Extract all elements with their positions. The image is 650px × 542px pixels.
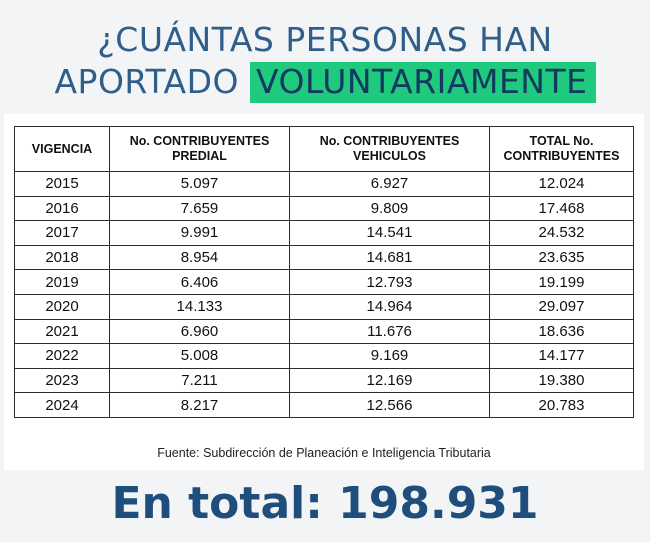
title-prefix: APORTADO [54,62,240,101]
cell-year: 2022 [14,343,110,369]
cell-predial: 14.133 [109,293,290,320]
cell-predial: 6.406 [109,269,290,295]
cell-vehiculos: 14.681 [289,244,490,271]
cell-year: 2019 [14,269,110,295]
cell-total: 14.177 [489,343,634,369]
cell-year: 2018 [14,244,110,271]
cell-vehiculos: 12.169 [289,367,490,394]
table-row: 2021 6.960 11.676 18.636 [14,318,634,345]
title-highlight: VOLUNTARIAMENTE [250,62,596,103]
cell-year: 2023 [14,367,110,394]
cell-total: 17.468 [489,195,634,222]
table-row: 2023 7.211 12.169 19.380 [14,367,634,394]
cell-predial: 5.008 [109,343,290,369]
table-row: 2018 8.954 14.681 23.635 [14,244,634,271]
table-row: 2019 6.406 12.793 19.199 [14,269,634,295]
cell-year: 2017 [14,220,110,246]
cell-vehiculos: 11.676 [289,318,490,345]
title-line-2: APORTADO VOLUNTARIAMENTE [0,62,650,103]
cell-predial: 8.217 [109,392,290,418]
cell-predial: 6.960 [109,318,290,345]
cell-predial: 9.991 [109,220,290,246]
table-sheet: VIGENCIA No. CONTRIBUYENTES PREDIAL No. … [4,114,644,470]
cell-year: 2020 [14,293,110,320]
cell-total: 20.783 [489,392,634,418]
table-row: 2017 9.991 14.541 24.532 [14,220,634,246]
table-row: 2016 7.659 9.809 17.468 [14,195,634,222]
cell-total: 29.097 [489,293,634,320]
cell-total: 19.380 [489,367,634,394]
cell-total: 24.532 [489,220,634,246]
cell-total: 12.024 [489,171,634,197]
title-line-1: ¿CUÁNTAS PERSONAS HAN [97,20,553,59]
table-header-row: VIGENCIA No. CONTRIBUYENTES PREDIAL No. … [14,126,634,172]
cell-vehiculos: 6.927 [289,171,490,197]
cell-year: 2021 [14,318,110,345]
cell-year: 2016 [14,195,110,222]
header-total: TOTAL No. CONTRIBUYENTES [489,126,634,172]
cell-total: 23.635 [489,244,634,271]
cell-vehiculos: 14.964 [289,293,490,320]
cell-total: 18.636 [489,318,634,345]
cell-vehiculos: 12.793 [289,269,490,295]
cell-vehiculos: 9.169 [289,343,490,369]
cell-vehiculos: 9.809 [289,195,490,222]
cell-predial: 8.954 [109,244,290,271]
header-vigencia: VIGENCIA [14,126,110,172]
contributors-table: VIGENCIA No. CONTRIBUYENTES PREDIAL No. … [14,126,634,418]
source-note: Fuente: Subdirección de Planeación e Int… [157,446,491,460]
cell-year: 2024 [14,392,110,418]
cell-predial: 5.097 [109,171,290,197]
table-row: 2015 5.097 6.927 12.024 [14,171,634,197]
cell-vehiculos: 12.566 [289,392,490,418]
header-predial: No. CONTRIBUYENTES PREDIAL [109,126,290,172]
cell-vehiculos: 14.541 [289,220,490,246]
grand-total: En total: 198.931 [111,478,539,529]
header-vehiculos: No. CONTRIBUYENTES VEHICULOS [289,126,490,172]
cell-total: 19.199 [489,269,634,295]
cell-predial: 7.211 [109,367,290,394]
table-row: 2020 14.133 14.964 29.097 [14,293,634,320]
cell-year: 2015 [14,171,110,197]
table-row: 2024 8.217 12.566 20.783 [14,392,634,418]
cell-predial: 7.659 [109,195,290,222]
table-row: 2022 5.008 9.169 14.177 [14,343,634,369]
